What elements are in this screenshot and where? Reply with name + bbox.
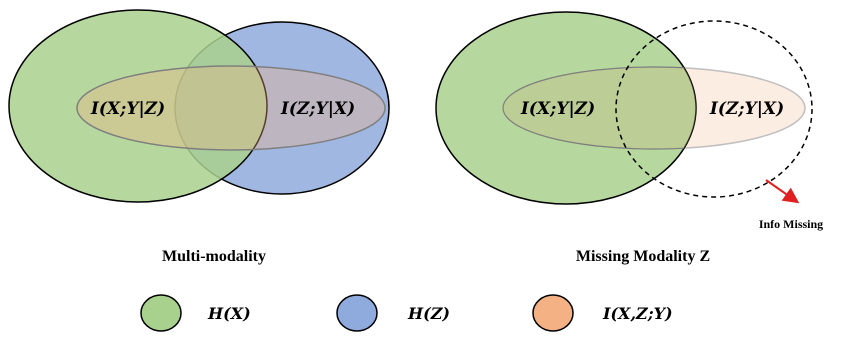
legend-label-ixzy: I(X,Z;Y): [602, 304, 673, 323]
legend-swatch-hz: [336, 294, 378, 332]
right-ixzy-overlap: [502, 66, 696, 150]
legend: H(X) H(Z) I(X,Z;Y): [140, 294, 673, 332]
legend-item-ixzy: I(X,Z;Y): [532, 294, 673, 332]
info-missing-label: Info Missing: [759, 217, 823, 231]
legend-label-hx: H(X): [207, 304, 251, 323]
left-caption: Multi-modality: [162, 248, 266, 265]
legend-item-hz: H(Z): [336, 294, 450, 332]
right-missing-hz-circle: [615, 20, 813, 198]
left-label-xy-given-z: I(X;Y|Z): [90, 99, 165, 119]
legend-item-hx: H(X): [140, 294, 251, 332]
legend-label-hz: H(Z): [407, 304, 450, 323]
left-ixzy-ellipse: [76, 65, 386, 151]
right-diagram: I(X;Y|Z) I(Z;Y|X) Info Missing Missing M…: [435, 11, 823, 265]
legend-swatch-hx: [140, 294, 182, 332]
right-caption: Missing Modality Z: [576, 248, 710, 265]
right-label-xy-given-z: I(X;Y|Z): [520, 99, 595, 119]
legend-swatch-ixzy: [532, 294, 574, 332]
right-label-zy-given-x: I(Z;Y|X): [709, 99, 784, 119]
left-hx-circle: [8, 9, 268, 203]
left-diagram: I(X;Y|Z) I(Z;Y|X) Multi-modality: [8, 9, 390, 265]
info-missing-arrow: [765, 179, 800, 204]
left-label-zy-given-x: I(Z;Y|X): [280, 99, 355, 119]
right-hx-circle: [435, 11, 697, 205]
